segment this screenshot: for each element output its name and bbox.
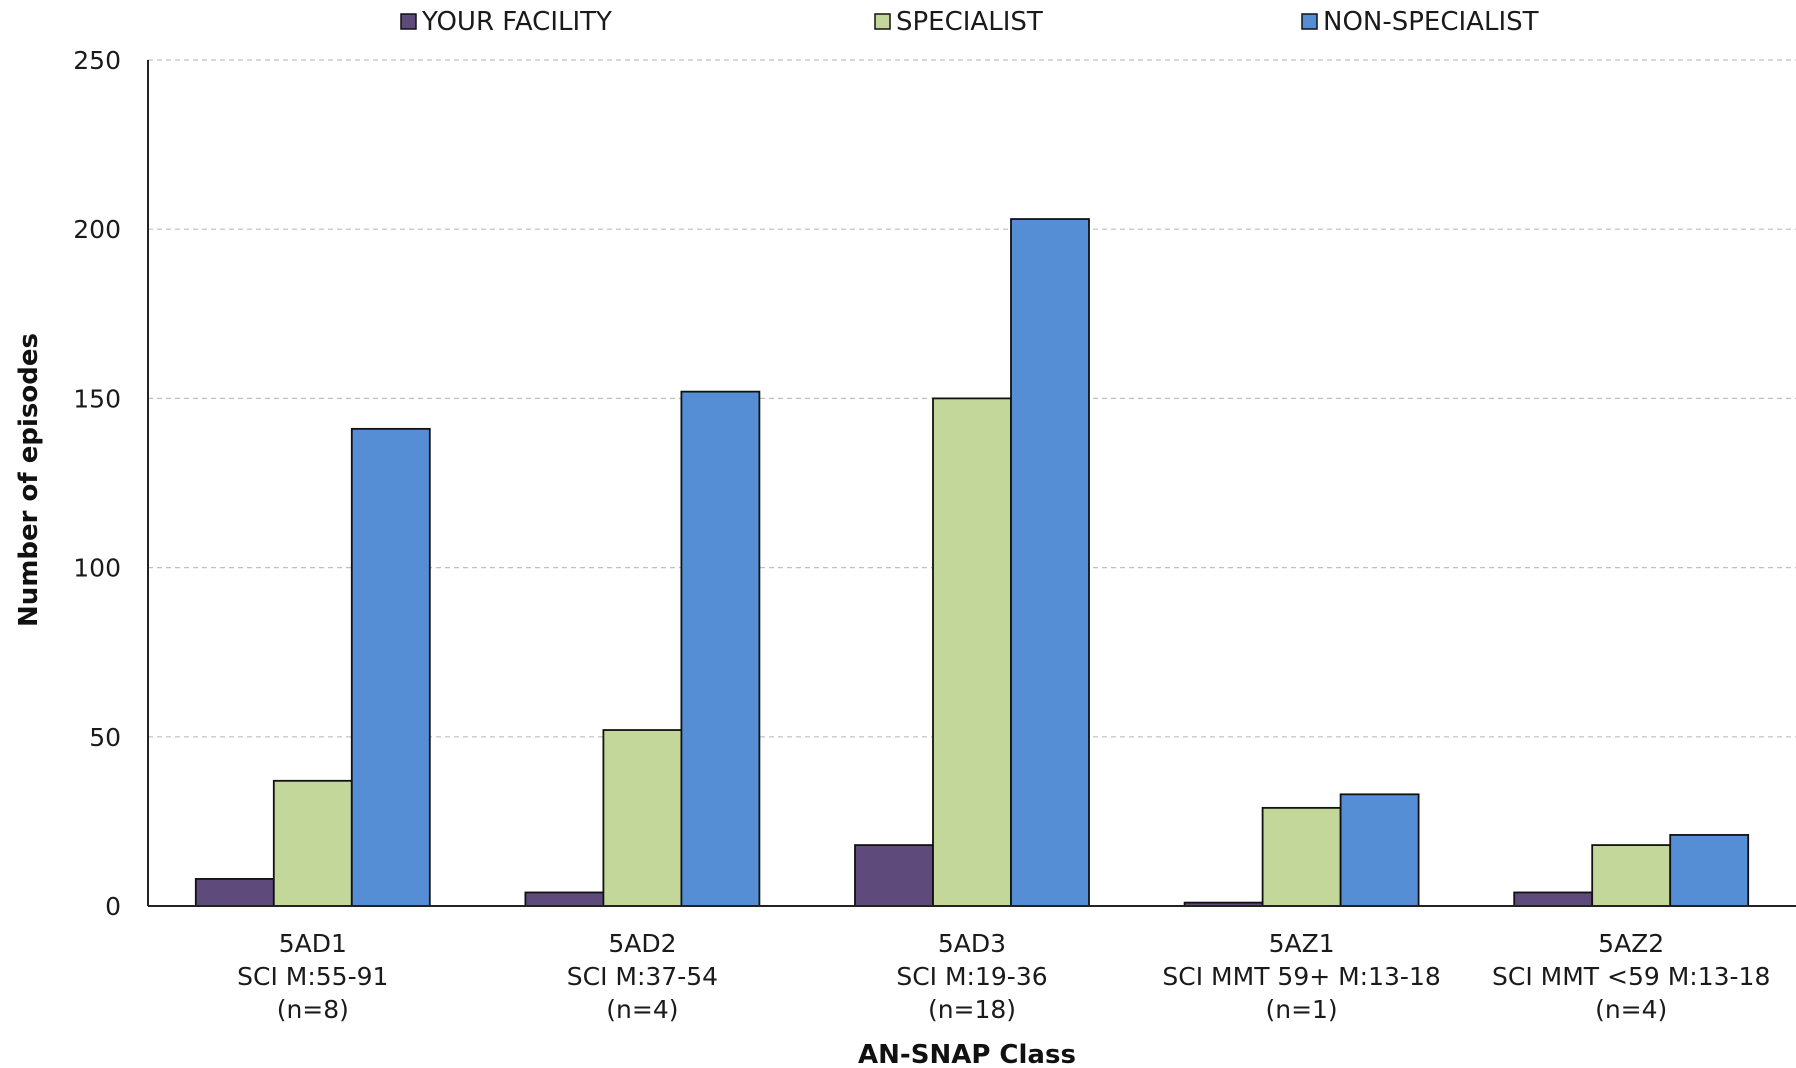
- x-category-label: SCI M:37-54: [567, 962, 718, 991]
- legend-swatch: [1301, 13, 1318, 30]
- bars: [194, 218, 1750, 907]
- x-category-label: (n=4): [606, 995, 678, 1024]
- y-tick-label: 200: [73, 215, 121, 244]
- y-axis-ticks: 0 50 100 150 200 250: [73, 46, 121, 921]
- y-tick-label: 50: [89, 723, 121, 752]
- legend: YOUR FACILITY SPECIALIST NON-SPECIALIST: [400, 7, 1539, 37]
- x-category-label: (n=18): [928, 995, 1016, 1024]
- bar-specialist-4: [1591, 844, 1672, 907]
- x-category-label: (n=8): [277, 995, 349, 1024]
- y-tick-label: 100: [73, 554, 121, 583]
- x-category-label: 5AZ1: [1269, 929, 1335, 958]
- bar-your-facility-4: [1513, 891, 1594, 907]
- x-category-label: SCI MMT <59 M:13-18: [1492, 962, 1770, 991]
- bar-non-specialist-4: [1669, 834, 1750, 907]
- bar-specialist-1: [602, 729, 683, 907]
- legend-label: SPECIALIST: [896, 7, 1043, 37]
- bar-non-specialist-3: [1339, 793, 1420, 907]
- bar-non-specialist-0: [350, 427, 431, 907]
- bar-specialist-3: [1261, 806, 1342, 907]
- x-category-label: 5AZ2: [1598, 929, 1664, 958]
- x-category-label: (n=1): [1265, 995, 1337, 1024]
- bar-your-facility-1: [524, 891, 605, 907]
- y-axis-title: Number of episodes: [14, 333, 44, 627]
- legend-swatch: [874, 13, 891, 30]
- legend-label: YOUR FACILITY: [421, 7, 612, 37]
- x-category-label: SCI MMT 59+ M:13-18: [1162, 962, 1440, 991]
- bar-non-specialist-1: [680, 390, 761, 907]
- y-tick-label: 0: [105, 892, 121, 921]
- y-tick-label: 150: [73, 384, 121, 413]
- x-axis-title: AN-SNAP Class: [858, 1040, 1076, 1068]
- bar-your-facility-2: [854, 844, 934, 907]
- bar-specialist-0: [272, 779, 353, 907]
- bar-specialist-2: [932, 397, 1012, 907]
- legend-swatch: [400, 13, 417, 30]
- x-category-label: (n=4): [1595, 995, 1667, 1024]
- bar-non-specialist-2: [1010, 218, 1090, 907]
- x-category-label: SCI M:19-36: [896, 962, 1047, 991]
- legend-label: NON-SPECIALIST: [1323, 7, 1539, 37]
- x-category-label: 5AD1: [279, 929, 347, 958]
- y-tick-label: 250: [73, 46, 121, 75]
- axes: [147, 60, 1796, 907]
- x-category-label: 5AD3: [938, 929, 1006, 958]
- x-category-label: 5AD2: [608, 929, 676, 958]
- x-category-label: SCI M:55-91: [237, 962, 388, 991]
- bar-your-facility-0: [194, 878, 275, 907]
- x-axis-categories: 5AD1 SCI M:55-91 (n=8) 5AD2 SCI M:37-54 (n=4)…: [237, 929, 1770, 1024]
